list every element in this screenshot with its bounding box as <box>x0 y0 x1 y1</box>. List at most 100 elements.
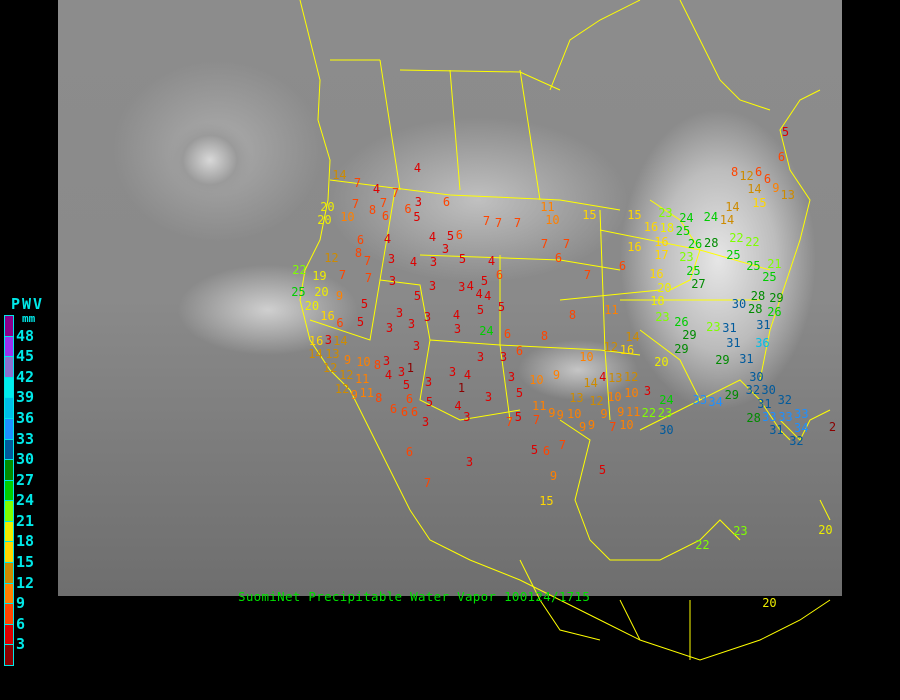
station-pwv-value: 12 <box>589 393 604 408</box>
station-pwv-value: 14 <box>625 329 640 344</box>
station-pwv-value: 11 <box>540 199 555 214</box>
station-pwv-value: 6 <box>389 401 398 416</box>
station-pwv-value: 3 <box>421 414 430 429</box>
legend-label: 3 <box>16 635 26 654</box>
station-pwv-value: 8 <box>375 390 383 405</box>
station-pwv-value: 4 <box>484 288 492 303</box>
station-pwv-value: 24 <box>703 209 719 224</box>
station-pwv-value: 6 <box>442 194 451 209</box>
station-pwv-value: 9 <box>549 468 558 483</box>
station-pwv-value: 3 <box>465 454 474 469</box>
station-pwv-value: 7 <box>609 419 617 434</box>
station-pwv-value: 5 <box>530 442 539 457</box>
station-pwv-value: 6 <box>515 343 524 358</box>
station-pwv-value: 6 <box>503 326 512 341</box>
station-pwv-value: 16 <box>308 334 324 349</box>
station-pwv-value: 20 <box>657 280 672 295</box>
station-pwv-value: 11 <box>354 372 370 387</box>
station-pwv-value: 4 <box>413 160 422 175</box>
station-pwv-value: 14 <box>583 375 598 390</box>
station-pwv-value: 3 <box>324 333 333 348</box>
station-pwv-value: 3 <box>412 338 421 353</box>
station-pwv-value: 18 <box>650 294 665 309</box>
station-pwv-value: 30 <box>761 383 776 397</box>
legend-label: 6 <box>16 614 26 633</box>
legend-swatch <box>4 438 14 461</box>
station-pwv-value: 10 <box>624 385 639 400</box>
station-pwv-value: 3 <box>407 316 416 331</box>
legend-swatch <box>4 335 14 358</box>
legend-label: 42 <box>16 367 35 386</box>
station-pwv-value: 3 <box>429 254 438 269</box>
station-pwv-value: 3 <box>499 349 508 364</box>
station-pwv-value: 15 <box>539 493 554 508</box>
legend-label: 36 <box>16 408 35 427</box>
station-pwv-value: 3 <box>395 305 404 320</box>
station-pwv-value: 14 <box>725 199 740 214</box>
station-pwv-value: 4 <box>599 369 607 384</box>
station-pwv-value: 7 <box>532 412 541 427</box>
border-line <box>299 0 831 661</box>
station-pwv-value: 29 <box>715 352 730 367</box>
station-pwv-value: 14 <box>719 213 735 228</box>
station-pwv-value: 15 <box>627 207 642 222</box>
station-pwv-value: 10 <box>340 210 355 225</box>
legend-label: 18 <box>16 532 35 551</box>
station-pwv-value: 4 <box>383 231 392 246</box>
station-pwv-value: 6 <box>542 443 551 458</box>
station-pwv-value: 5 <box>480 273 489 288</box>
station-pwv-value: 22 <box>695 537 710 552</box>
station-pwv-value: 6 <box>777 149 786 164</box>
station-pwv-value: 31 <box>722 320 737 335</box>
legend-swatch <box>4 541 14 564</box>
station-pwv-value: 12 <box>623 369 639 384</box>
station-pwv-value: 6 <box>400 404 409 419</box>
border-line <box>679 0 771 111</box>
station-pwv-value: 11 <box>532 398 547 413</box>
station-pwv-value: 9 <box>343 352 352 367</box>
station-pwv-value: 4 <box>384 367 393 382</box>
station-pwv-value: 5 <box>514 409 523 424</box>
station-pwv-value: 25 <box>762 270 777 285</box>
station-pwv-value: 29 <box>724 387 740 402</box>
station-pwv-value: 13 <box>325 347 340 362</box>
station-pwv-value: 6 <box>381 209 390 224</box>
station-pwv-value: 4 <box>475 287 483 302</box>
station-pwv-value: 11 <box>625 404 641 419</box>
station-pwv-value: 6 <box>336 315 344 330</box>
station-pwv-value: 25 <box>675 223 691 238</box>
station-pwv-value: 14 <box>332 167 347 182</box>
station-pwv-value: 26 <box>674 314 689 329</box>
station-pwv-value: 23 <box>679 250 694 265</box>
station-pwv-value: 7 <box>562 236 571 251</box>
station-pwv-value: 32 <box>745 382 761 397</box>
station-pwv-value: 8 <box>730 164 739 179</box>
station-pwv-value: 2 <box>828 419 837 434</box>
station-pwv-value: 5 <box>356 314 365 329</box>
border-line <box>759 89 821 381</box>
station-pwv-value: 3 <box>388 273 397 288</box>
station-pwv-value: 20 <box>654 354 669 369</box>
legend-label: 9 <box>16 594 26 613</box>
station-pwv-value: 16 <box>627 239 642 254</box>
station-pwv-value: 22 <box>292 262 307 277</box>
station-pwv-value: 5 <box>598 462 607 477</box>
station-pwv-value: 6 <box>618 258 627 273</box>
legend-label: 39 <box>16 388 35 407</box>
station-pwv-value: 4 <box>454 398 462 413</box>
legend-label: 15 <box>16 553 35 572</box>
station-pwv-value: 19 <box>312 268 327 283</box>
station-pwv-value: 7 <box>513 215 522 230</box>
legend-title: PWV <box>11 295 45 313</box>
station-pwv-value: 7 <box>583 267 592 282</box>
station-pwv-value: 25 <box>726 247 741 262</box>
station-pwv-value: 9 <box>578 420 587 435</box>
station-pwv-value: 7 <box>351 196 360 211</box>
station-pwv-value: 9 <box>617 404 625 419</box>
legend-swatch <box>4 479 14 502</box>
legend-label: 24 <box>16 491 35 510</box>
station-pwv-value: 9 <box>548 405 556 420</box>
station-pwv-value: 13 <box>780 187 795 202</box>
